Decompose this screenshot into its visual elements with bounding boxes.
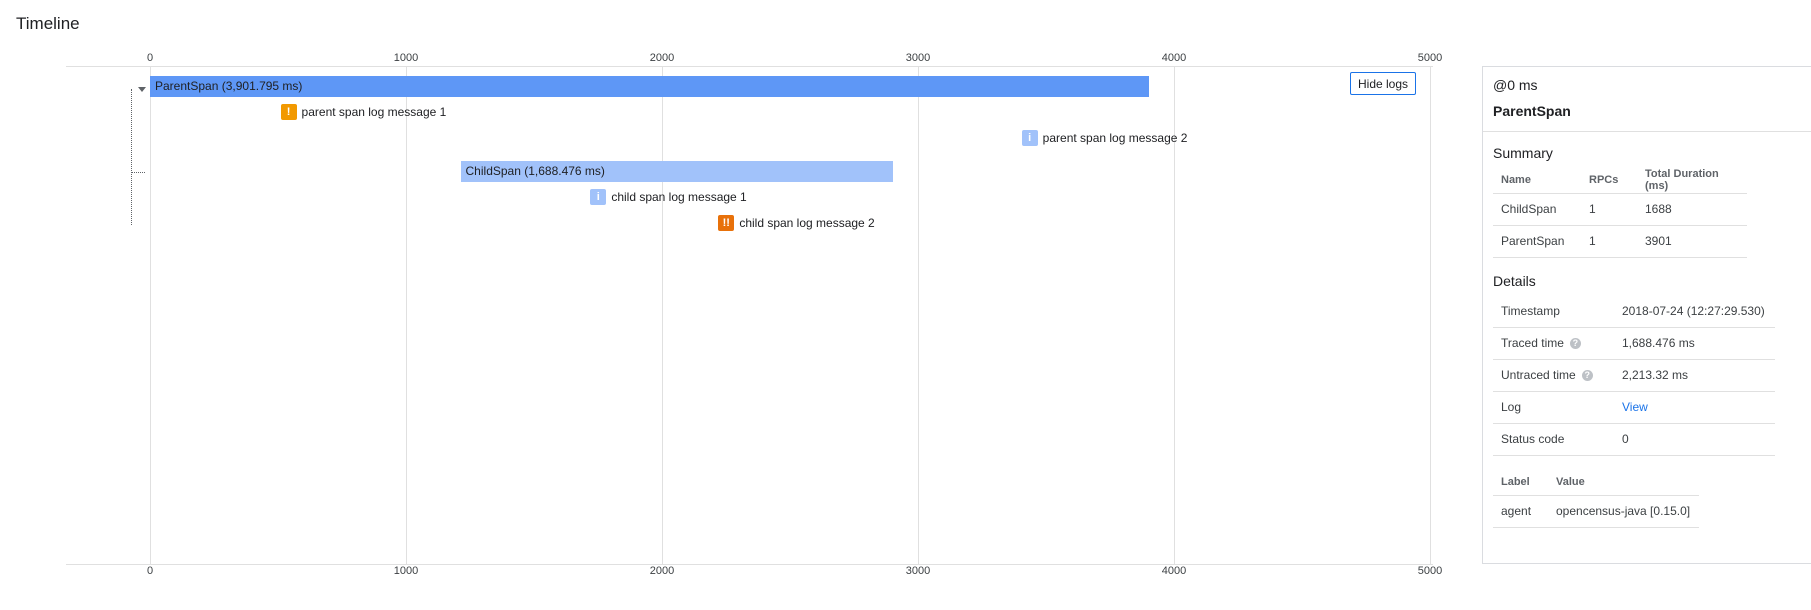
bottom-tick-label: 3000 <box>905 565 931 577</box>
view-log-link[interactable]: View <box>1622 400 1648 414</box>
summary-header-row: Name RPCs Total Duration (ms) <box>1493 167 1747 194</box>
parent-log-1[interactable]: ! parent span log message 1 <box>280 103 447 121</box>
help-icon[interactable]: ? <box>1581 370 1593 382</box>
top-tick-label: 2000 <box>649 52 675 64</box>
error-icon: !! <box>718 215 735 231</box>
details-table: Timestamp 2018-07-24 (12:27:29.530) Trac… <box>1493 295 1775 456</box>
panel-time-offset: @0 ms <box>1493 77 1538 93</box>
label-value: opencensus-java [0.15.0] <box>1548 495 1699 528</box>
labels-header-value: Value <box>1548 469 1699 496</box>
untraced-time-value: 2,213.32 ms <box>1614 359 1775 392</box>
span-tree-branch <box>131 172 145 173</box>
summary-cell-duration: 3901 <box>1637 225 1747 258</box>
table-row: Log View <box>1493 391 1775 424</box>
help-icon[interactable]: ? <box>1569 338 1581 350</box>
axis-top-line <box>66 66 1433 67</box>
log-message-text: child span log message 1 <box>611 190 747 204</box>
status-code-label: Status code <box>1493 423 1614 456</box>
info-icon: i <box>590 189 607 205</box>
parent-log-2[interactable]: i parent span log message 2 <box>1021 129 1188 147</box>
log-value-cell: View <box>1614 391 1775 424</box>
bottom-tick-label: 0 <box>146 565 154 577</box>
span-tree-connector <box>131 89 132 225</box>
table-row: Timestamp 2018-07-24 (12:27:29.530) <box>1493 295 1775 328</box>
top-tick-label: 1000 <box>393 52 419 64</box>
page-title: Timeline <box>16 14 80 33</box>
gridline <box>1174 66 1175 564</box>
untraced-time-label: Untraced time <box>1501 368 1576 382</box>
summary-header-rpcs: RPCs <box>1581 167 1637 194</box>
child-log-1[interactable]: i child span log message 1 <box>590 188 747 206</box>
summary-cell-rpcs: 1 <box>1581 193 1637 226</box>
table-row: agent opencensus-java [0.15.0] <box>1493 495 1699 528</box>
labels-table: Label Value agent opencensus-java [0.15.… <box>1493 469 1699 528</box>
log-message-text: parent span log message 2 <box>1042 131 1188 145</box>
log-label: Log <box>1493 391 1614 424</box>
info-icon: i <box>1021 130 1038 146</box>
gridline <box>150 66 151 564</box>
traced-time-label: Traced time <box>1501 336 1564 350</box>
table-row: Traced time? 1,688.476 ms <box>1493 327 1775 360</box>
child-log-2[interactable]: !! child span log message 2 <box>718 214 875 232</box>
timestamp-value: 2018-07-24 (12:27:29.530) <box>1614 295 1775 328</box>
label-key: agent <box>1493 495 1548 528</box>
panel-divider <box>1483 131 1811 132</box>
span-details-panel: @0 ms ParentSpan Summary Name RPCs Total… <box>1482 66 1811 564</box>
summary-cell-duration: 1688 <box>1637 193 1747 226</box>
table-row: Untraced time? 2,213.32 ms <box>1493 359 1775 392</box>
gridline <box>662 66 663 564</box>
panel-span-name: ParentSpan <box>1493 103 1571 119</box>
warning-icon: ! <box>280 104 297 120</box>
gridline <box>918 66 919 564</box>
untraced-time-label-cell: Untraced time? <box>1493 359 1614 392</box>
summary-header-name: Name <box>1493 167 1581 194</box>
summary-cell-rpcs: 1 <box>1581 225 1637 258</box>
summary-cell-name: ChildSpan <box>1493 193 1581 226</box>
summary-cell-name: ParentSpan <box>1493 225 1581 258</box>
summary-title: Summary <box>1493 145 1553 161</box>
collapse-caret-icon[interactable] <box>138 87 146 92</box>
table-row: Status code 0 <box>1493 423 1775 456</box>
top-tick-label: 4000 <box>1161 52 1187 64</box>
log-message-text: child span log message 2 <box>739 216 875 230</box>
details-title: Details <box>1493 273 1536 289</box>
child-span-bar[interactable]: ChildSpan (1,688.476 ms) <box>460 161 893 182</box>
table-row[interactable]: ParentSpan 1 3901 <box>1493 225 1747 258</box>
traced-time-value: 1,688.476 ms <box>1614 327 1775 360</box>
bottom-tick-label: 1000 <box>393 565 419 577</box>
hide-logs-button[interactable]: Hide logs <box>1350 72 1417 95</box>
status-code-value: 0 <box>1614 423 1775 456</box>
timestamp-label: Timestamp <box>1493 295 1614 328</box>
labels-header-row: Label Value <box>1493 469 1699 496</box>
timeline-chart: 0 0 1000 1000 2000 2000 3000 3000 4000 4000 5000 50… <box>66 52 1443 577</box>
labels-header-label: Label <box>1493 469 1548 496</box>
axis-bottom-line <box>66 564 1433 565</box>
top-tick-label: 3000 <box>905 52 931 64</box>
summary-header-duration: Total Duration (ms) <box>1637 167 1747 194</box>
log-message-text: parent span log message 1 <box>301 105 447 119</box>
top-tick-label: 0 <box>146 52 154 64</box>
summary-table: Name RPCs Total Duration (ms) ChildSpan … <box>1493 167 1747 258</box>
gridline <box>1430 66 1431 564</box>
table-row[interactable]: ChildSpan 1 1688 <box>1493 193 1747 226</box>
bottom-tick-label: 5000 <box>1417 565 1443 577</box>
top-tick-label: 5000 <box>1417 52 1443 64</box>
bottom-tick-label: 2000 <box>649 565 675 577</box>
bottom-tick-label: 4000 <box>1161 565 1187 577</box>
traced-time-label-cell: Traced time? <box>1493 327 1614 360</box>
parent-span-bar[interactable]: ParentSpan (3,901.795 ms) <box>150 76 1149 97</box>
gridline <box>406 66 407 564</box>
